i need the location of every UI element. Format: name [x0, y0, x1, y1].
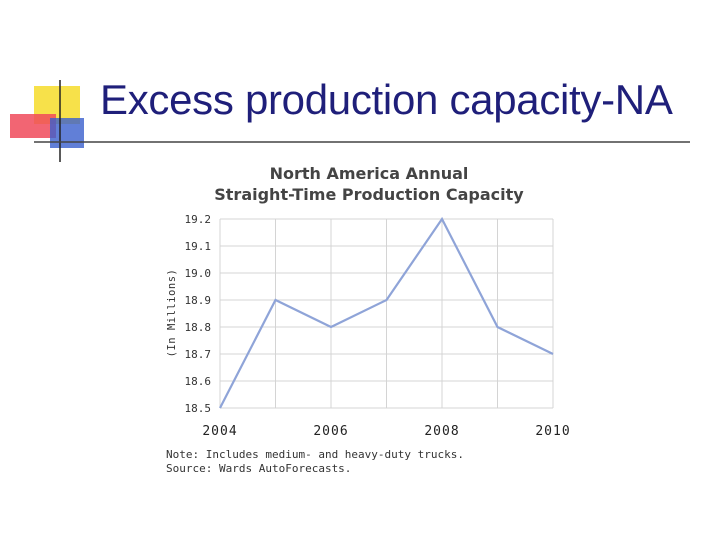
chart-title-line-1: North America Annual — [270, 164, 469, 183]
deco-blue-square — [50, 118, 84, 148]
y-tick-label: 19.1 — [185, 240, 212, 253]
chart-source: Source: Wards AutoForecasts. — [166, 462, 351, 475]
chart-title-line-2: Straight-Time Production Capacity — [214, 185, 524, 204]
grid-layer — [219, 218, 554, 409]
y-tick-label: 18.9 — [185, 294, 212, 307]
deco-red-bar — [10, 114, 56, 138]
y-tick-label: 18.8 — [185, 321, 212, 334]
x-tick-label: 2010 — [535, 424, 570, 439]
y-tick-label: 18.6 — [185, 375, 212, 388]
y-tick-label: 18.7 — [185, 348, 212, 361]
series-layer — [219, 216, 554, 409]
series-line-0 — [219, 216, 554, 409]
y-tick-labels: 19.2 19.1 19.0 18.9 18.8 18.7 18.6 18.5 — [185, 213, 212, 415]
x-tick-label: 2008 — [424, 424, 459, 439]
x-tick-label: 2004 — [202, 424, 237, 439]
slide-title: Excess production capacity-NA — [100, 76, 673, 123]
y-tick-label: 19.0 — [185, 267, 212, 280]
chart-note: Note: Includes medium- and heavy-duty tr… — [166, 448, 464, 461]
y-axis-label: (In Millions) — [166, 269, 178, 358]
y-tick-label: 18.5 — [185, 402, 212, 415]
x-tick-label: 2006 — [313, 424, 348, 439]
x-tick-labels: 2004 2006 2008 2010 — [202, 424, 570, 439]
y-tick-label: 19.2 — [185, 213, 212, 226]
